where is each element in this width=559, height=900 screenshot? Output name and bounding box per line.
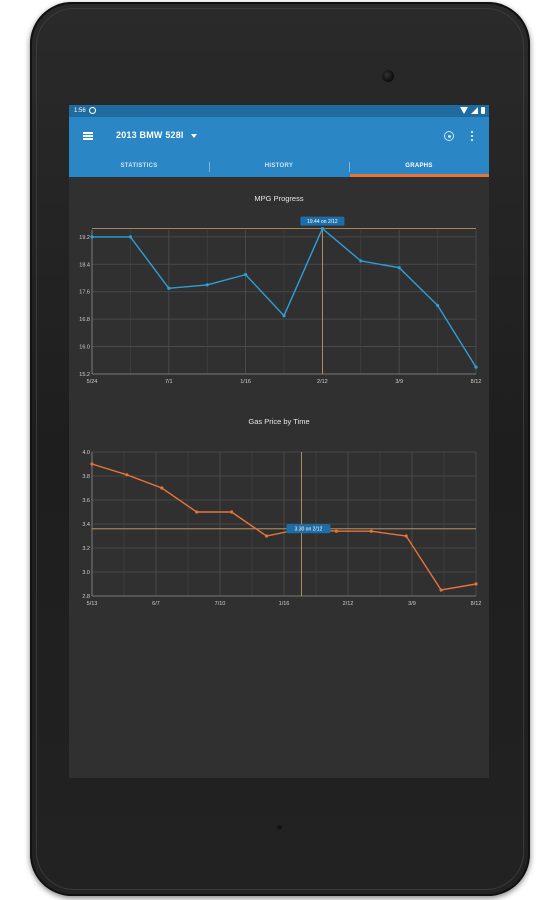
- gas-y-tick: 3.6: [82, 498, 90, 504]
- gas-y-tick: 3.8: [82, 474, 90, 480]
- mpg-y-tick: 15.2: [79, 372, 90, 378]
- gas-point: [474, 582, 478, 586]
- tab-graphs[interactable]: GRAPHS: [405, 163, 433, 169]
- wifi-icon: [460, 107, 468, 114]
- tab-divider: [349, 162, 350, 172]
- front-camera: [382, 70, 394, 82]
- gas-point: [90, 462, 94, 466]
- mpg-highlight-label: 19.44 on 2/12: [307, 219, 338, 225]
- mpg-y-tick: 17.6: [79, 290, 90, 296]
- tab-history[interactable]: HISTORY: [264, 163, 294, 169]
- tab-statistics[interactable]: STATISTICS: [120, 163, 158, 169]
- mpg-point: [90, 235, 94, 239]
- app-screen: 1:56 2013 BMW 528I STATISTICS HISTORY GR…: [69, 105, 489, 778]
- mpg-point: [244, 272, 248, 277]
- gas-series-line: [91, 463, 477, 591]
- mpg-point: [128, 235, 132, 239]
- status-time: 1:56: [74, 108, 86, 114]
- gas-x-tick: 7/10: [215, 601, 226, 607]
- gas-x-tick: 1/16: [279, 601, 290, 607]
- vehicle-title[interactable]: 2013 BMW 528I: [116, 130, 184, 140]
- gas-point: [439, 588, 443, 592]
- mpg-point: [320, 227, 324, 231]
- gas-x-tick: 3/9: [408, 601, 416, 607]
- mpg-y-tick: 18.4: [79, 262, 90, 268]
- gas-x-tick: 2/12: [343, 601, 354, 607]
- gas-price-chart: 2.8 3.0 3.2 3.4 3.6 3.8 4.0 5/13 6/7 7/10 1/16 2/12…: [82, 450, 482, 607]
- gas-point: [404, 534, 408, 538]
- tab-divider: [209, 162, 210, 172]
- tablet-bezel-edge: [36, 8, 524, 890]
- mpg-point: [359, 259, 363, 263]
- mpg-x-tick: 8/12: [471, 379, 482, 385]
- caret-down-icon[interactable]: [191, 134, 197, 138]
- mpg-chart: 15.2 16.0 16.8 17.6 18.4 19.2 5/24 7/1 1/16 2/12 3…: [79, 216, 482, 385]
- gas-x-tick: 6/7: [152, 601, 160, 607]
- gas-point: [195, 510, 199, 514]
- gas-point: [369, 529, 373, 533]
- gas-chart-title: Gas Price by Time: [248, 417, 310, 426]
- gas-highlight-badge: [286, 524, 331, 534]
- mpg-y-tick: 16.0: [79, 345, 90, 351]
- gas-point: [230, 510, 234, 514]
- mpg-point: [474, 365, 478, 369]
- more-vert-icon[interactable]: [471, 131, 474, 142]
- mpg-x-tick: 5/24: [87, 379, 98, 385]
- mpg-point: [397, 266, 401, 270]
- signal-icon: [471, 107, 478, 114]
- sync-icon: [89, 107, 96, 114]
- mpg-x-tick: 3/9: [395, 379, 403, 385]
- gas-y-tick: 3.2: [82, 546, 90, 552]
- mpg-point: [436, 303, 440, 308]
- mpg-x-tick: 2/12: [317, 379, 328, 385]
- gas-highlight-label: 3.30 on 2/12: [295, 527, 323, 533]
- mpg-x-tick: 1/16: [240, 379, 251, 385]
- gas-x-tick: 5/13: [87, 601, 98, 607]
- battery-icon: [481, 107, 485, 114]
- home-sensor: [277, 825, 282, 830]
- mpg-point: [167, 286, 171, 290]
- gas-point: [160, 486, 164, 490]
- gps-icon[interactable]: [444, 131, 454, 141]
- gas-point: [125, 473, 129, 477]
- mpg-point: [205, 283, 209, 287]
- gas-y-tick: 2.8: [82, 594, 90, 600]
- status-bar: 1:56: [69, 105, 489, 117]
- mpg-chart-title: MPG Progress: [254, 194, 304, 203]
- gas-y-tick: 4.0: [82, 450, 90, 456]
- mpg-point: [282, 314, 286, 318]
- gas-y-tick: 3.0: [82, 570, 90, 576]
- tab-bar: STATISTICS HISTORY GRAPHS: [69, 157, 489, 177]
- gas-point: [334, 529, 338, 533]
- gas-y-tick: 3.4: [82, 522, 90, 528]
- mpg-y-tick: 19.2: [79, 235, 90, 241]
- menu-icon[interactable]: [83, 132, 93, 140]
- tab-indicator: [350, 174, 489, 177]
- mpg-highlight-badge: [300, 216, 345, 226]
- mpg-x-tick: 7/1: [165, 379, 173, 385]
- gas-x-tick: 8/12: [471, 601, 482, 607]
- gas-point: [264, 534, 269, 538]
- app-bar: 2013 BMW 528I: [69, 117, 489, 157]
- mpg-y-tick: 16.8: [79, 317, 90, 323]
